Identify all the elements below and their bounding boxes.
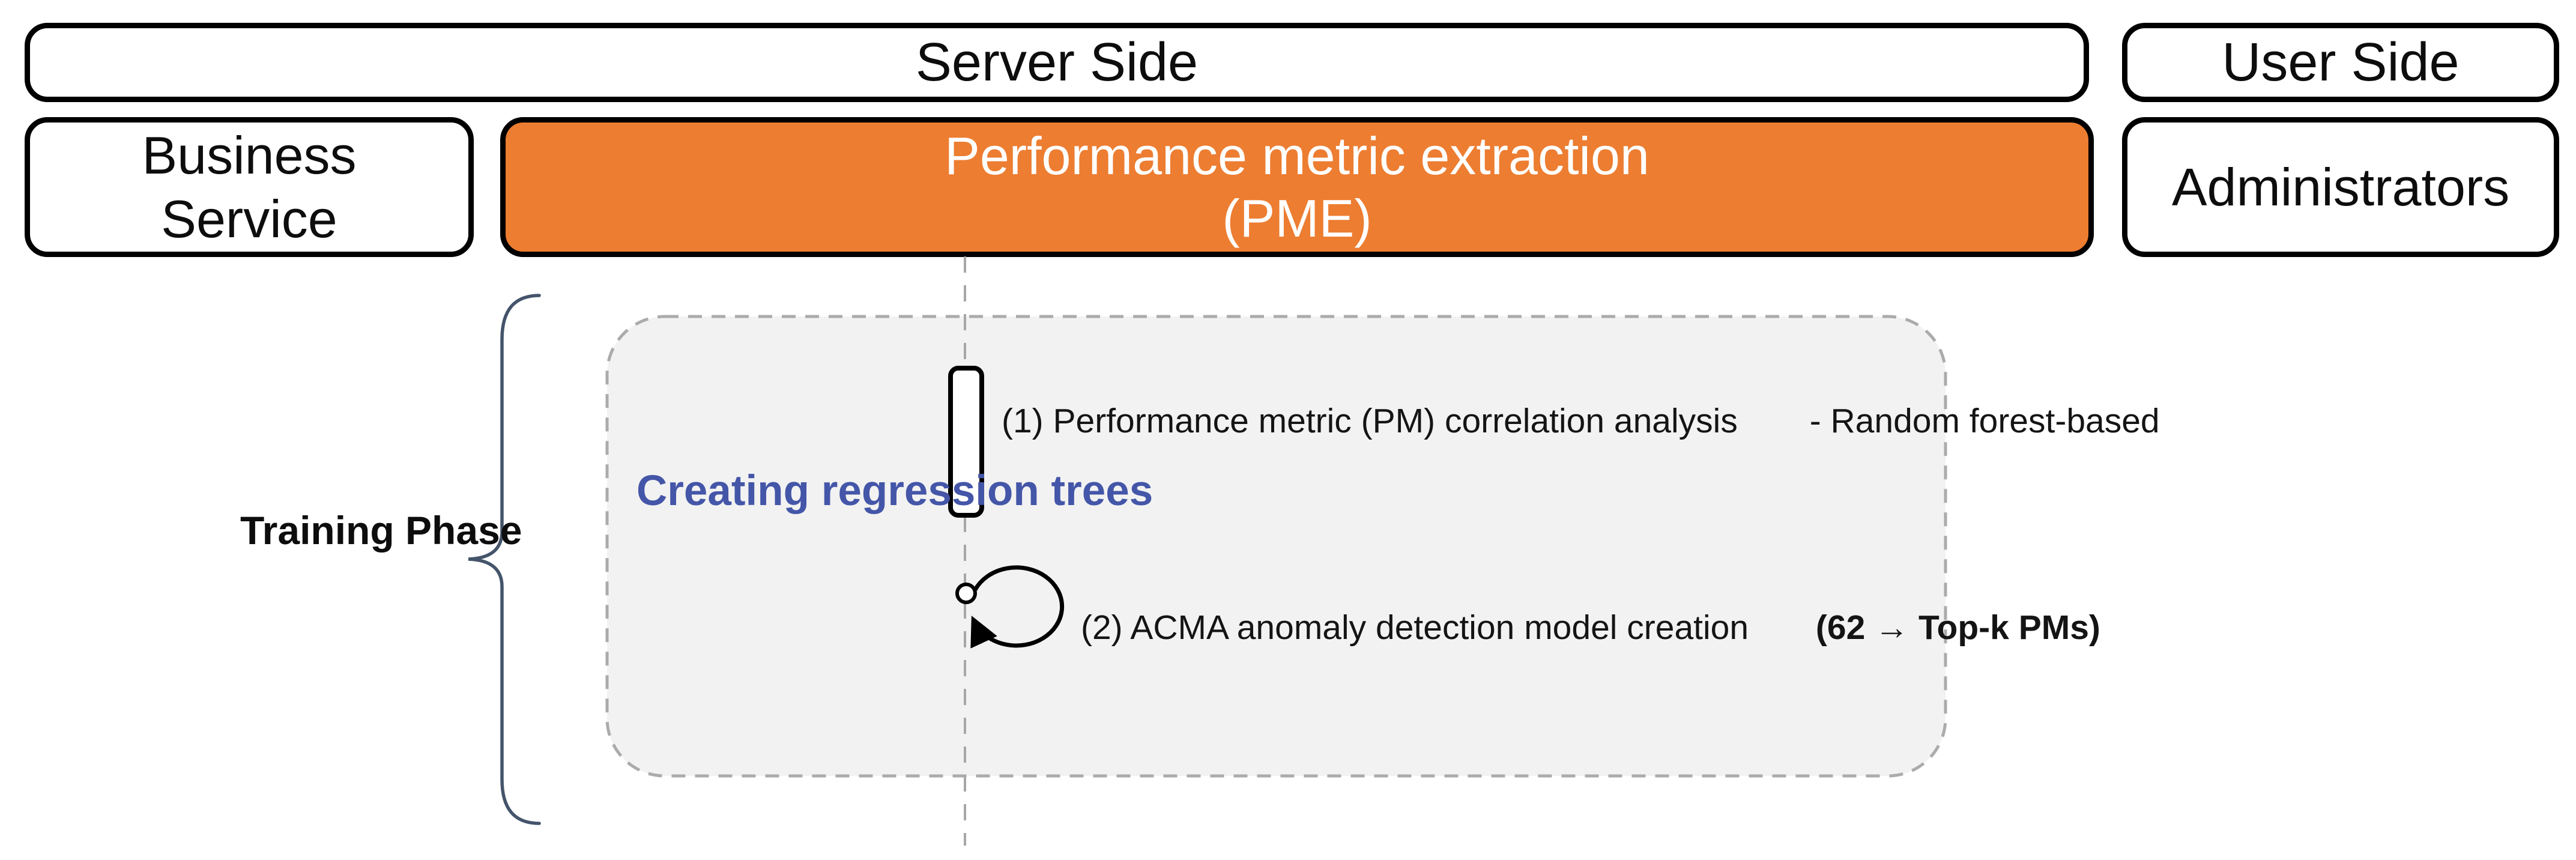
administrators-box: Administrators [2122,117,2559,257]
creating-regression-trees-label: Creating regression trees [636,466,1153,516]
training-phase-brace [468,294,541,825]
training-phase-label-line1: Training [240,508,395,553]
activation-bar [948,366,984,518]
training-phase-label: Training Phase [240,507,522,554]
loop-start-circle-icon [955,583,977,604]
self-loop-arrow-icon [970,565,1065,649]
training-phase-panel [605,315,1947,778]
business-service-label-line2: Service [161,189,337,249]
step-1-line2: - Random forest-based [1809,402,2160,440]
step-2-line2: (62 → Top-k PMs) [1815,608,2100,647]
user-side-label: User Side [2222,32,2460,92]
activity-label-line2: regression [821,467,1039,515]
step-2-annotation: (2) ACMA anomaly detection model creatio… [1081,607,2100,649]
activity-label-line1: Creating [636,467,809,515]
step-2-line1: (2) ACMA anomaly detection model creatio… [1081,608,1749,647]
server-side-lane-header: Server Side [25,23,2089,102]
step-1-line1: (1) Performance metric (PM) correlation … [1002,402,1738,440]
user-side-lane-header: User Side [2122,23,2559,102]
training-phase-label-line2: Phase [405,508,522,553]
business-service-label-line1: Business [142,125,357,185]
activity-label-line3: trees [1051,467,1153,515]
step-1-annotation: (1) Performance metric (PM) correlation … [1002,401,2160,441]
business-service-box: Business Service [25,117,474,257]
pme-label-line1: Performance metric extraction [945,126,1649,186]
administrators-label: Administrators [2171,157,2510,217]
performance-metric-extraction-box: Performance metric extraction (PME) [500,117,2094,257]
pme-label-line2: (PME) [1222,188,1372,248]
server-side-label: Server Side [915,32,1199,92]
